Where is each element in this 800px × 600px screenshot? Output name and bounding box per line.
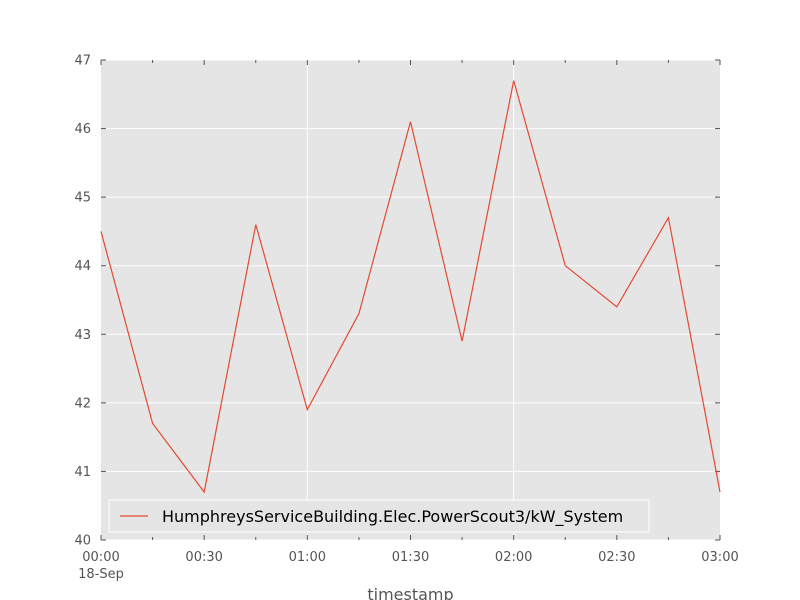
x-tick-label: 01:00 bbox=[289, 550, 326, 565]
y-tick-label: 45 bbox=[74, 191, 91, 206]
x-tick-label: 02:30 bbox=[598, 550, 635, 565]
y-tick-label: 41 bbox=[74, 465, 91, 480]
y-tick-label: 44 bbox=[74, 259, 91, 274]
y-axis-tick-labels: 40 41 42 43 44 45 46 47 bbox=[74, 54, 91, 549]
y-tick-label: 42 bbox=[74, 396, 91, 411]
legend-label: HumphreysServiceBuilding.Elec.PowerScout… bbox=[162, 507, 623, 527]
x-tick-label: 03:00 bbox=[701, 550, 738, 565]
plot-area bbox=[101, 60, 720, 540]
y-tick-label: 47 bbox=[74, 54, 91, 69]
x-tick-label: 02:00 bbox=[495, 550, 532, 565]
axis-ticks bbox=[100, 59, 721, 541]
legend: HumphreysServiceBuilding.Elec.PowerScout… bbox=[108, 499, 650, 533]
x-tick-label: 00:00 bbox=[82, 550, 119, 565]
series-lines bbox=[100, 80, 721, 494]
grid-lines bbox=[101, 59, 720, 541]
x-axis-title: timestamp bbox=[367, 585, 453, 600]
x-axis-date-label: 18-Sep bbox=[78, 567, 124, 582]
y-tick-label: 43 bbox=[74, 328, 91, 343]
series-line bbox=[100, 80, 721, 494]
x-tick-label: 00:30 bbox=[185, 550, 222, 565]
y-tick-label: 40 bbox=[74, 534, 91, 549]
x-axis-tick-labels: 00:00 00:30 01:00 01:30 02:00 02:30 03:00 bbox=[82, 550, 738, 565]
legend-box bbox=[108, 499, 650, 533]
y-tick-label: 46 bbox=[74, 122, 91, 137]
x-tick-label: 01:30 bbox=[392, 550, 429, 565]
